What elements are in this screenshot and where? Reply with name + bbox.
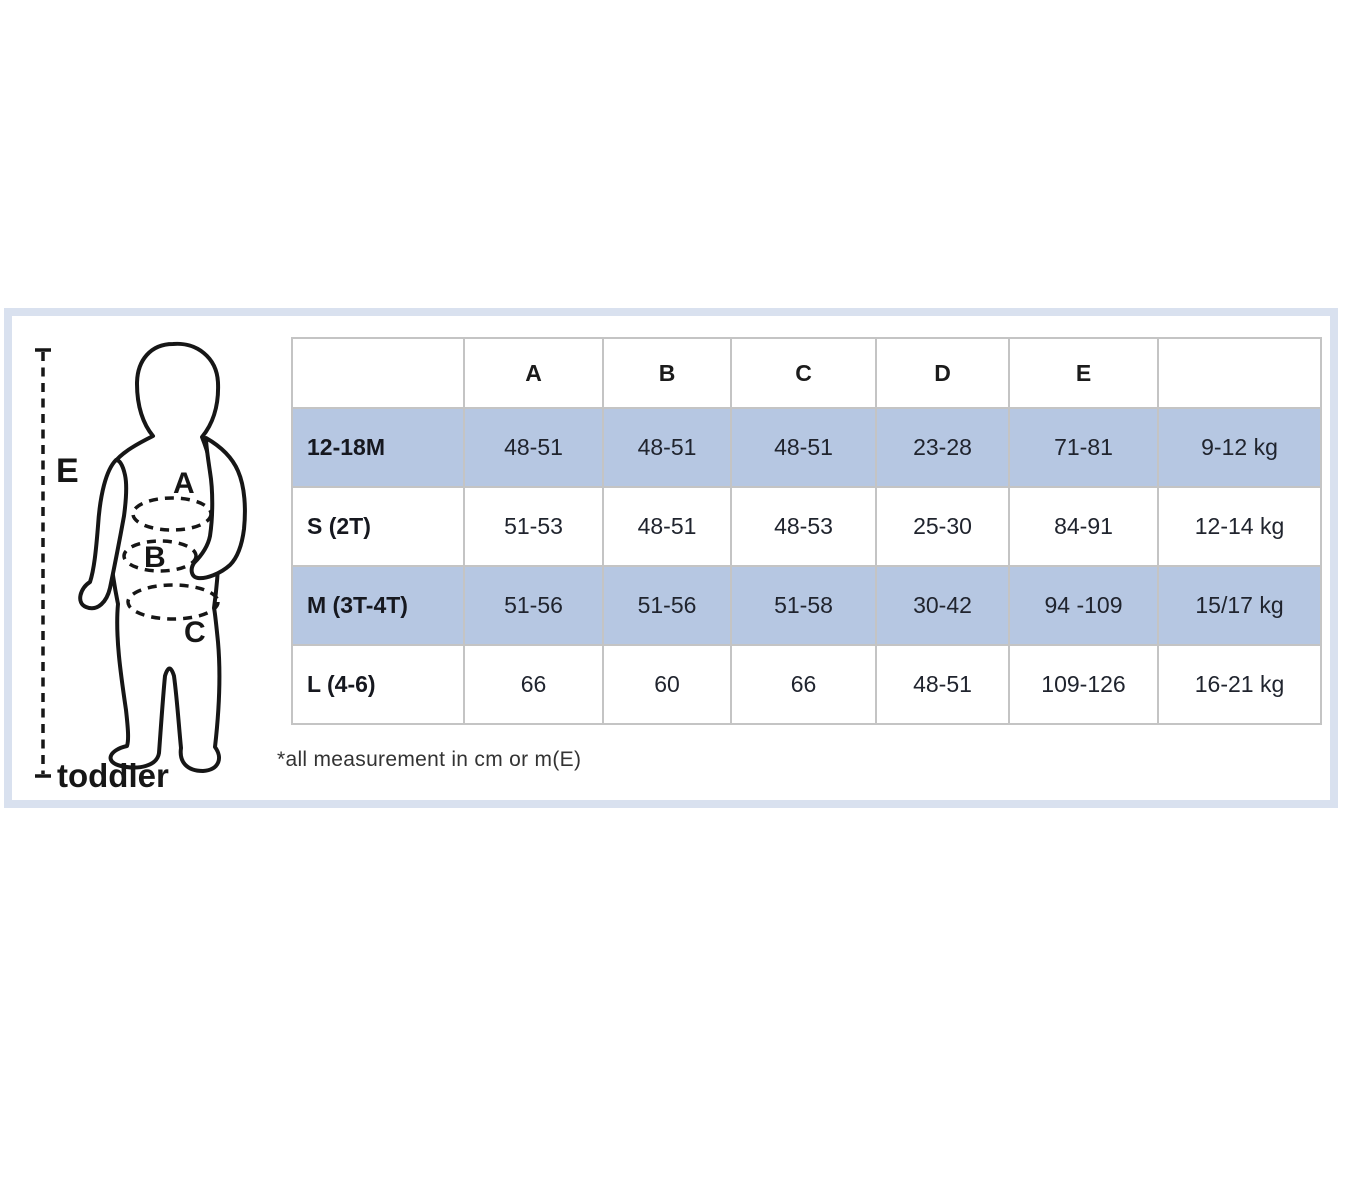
waist-measure-ellipse xyxy=(122,539,198,573)
value-cell: 25-30 xyxy=(875,486,1010,567)
value-cell: 48-51 xyxy=(463,407,604,488)
measurement-footnote: *all measurement in cm or m(E) xyxy=(277,748,582,771)
value-cell: 51-53 xyxy=(463,486,604,567)
header-cell-C: C xyxy=(730,337,877,409)
value-cell-weight: 15/17 kg xyxy=(1157,565,1322,646)
toddler-right-arm xyxy=(189,436,247,581)
height-measure-line xyxy=(35,348,51,778)
value-cell-weight: 12-14 kg xyxy=(1157,486,1322,567)
toddler-measurement-diagram: E A B C toddler xyxy=(35,341,247,794)
value-cell: 71-81 xyxy=(1008,407,1159,488)
row-label: L (4-6) xyxy=(291,644,465,725)
value-cell: 109-126 xyxy=(1008,644,1159,725)
value-cell: 48-51 xyxy=(730,407,877,488)
label-C: C xyxy=(184,616,206,649)
row-label: S (2T) xyxy=(291,486,465,567)
value-cell: 30-42 xyxy=(875,565,1010,646)
label-E: E xyxy=(56,452,79,490)
header-cell-E: E xyxy=(1008,337,1159,409)
value-cell: 66 xyxy=(730,644,877,725)
size-table: A B C D E 12-18M 48-51 48-51 48-51 23-28… xyxy=(291,337,1322,725)
header-cell-A: A xyxy=(463,337,604,409)
table-row-s-2t: S (2T) 51-53 48-51 48-53 25-30 84-91 12-… xyxy=(291,486,1322,567)
value-cell: 48-51 xyxy=(602,407,732,488)
value-cell: 60 xyxy=(602,644,732,725)
row-label: M (3T-4T) xyxy=(291,565,465,646)
header-cell-B: B xyxy=(602,337,732,409)
value-cell-weight: 9-12 kg xyxy=(1157,407,1322,488)
row-label: 12-18M xyxy=(291,407,465,488)
value-cell: 94 -109 xyxy=(1008,565,1159,646)
value-cell: 51-58 xyxy=(730,565,877,646)
label-B: B xyxy=(144,541,166,574)
table-row-12-18m: 12-18M 48-51 48-51 48-51 23-28 71-81 9-1… xyxy=(291,407,1322,488)
value-cell: 48-53 xyxy=(730,486,877,567)
label-A: A xyxy=(173,467,195,500)
value-cell: 48-51 xyxy=(875,644,1010,725)
toddler-left-arm xyxy=(78,458,129,611)
header-cell-D: D xyxy=(875,337,1010,409)
value-cell: 51-56 xyxy=(463,565,604,646)
table-row-l-4-6: L (4-6) 66 60 66 48-51 109-126 16-21 kg xyxy=(291,644,1322,725)
hips-measure-ellipse xyxy=(126,583,220,621)
value-cell: 51-56 xyxy=(602,565,732,646)
header-cell-weight xyxy=(1157,337,1322,409)
header-cell-blank xyxy=(291,337,465,409)
chest-measure-ellipse xyxy=(131,496,213,532)
value-cell: 66 xyxy=(463,644,604,725)
value-cell: 23-28 xyxy=(875,407,1010,488)
toddler-caption: toddler xyxy=(57,757,169,794)
value-cell-weight: 16-21 kg xyxy=(1157,644,1322,725)
value-cell: 48-51 xyxy=(602,486,732,567)
table-header-row: A B C D E xyxy=(291,337,1322,409)
table-row-m-3t-4t: M (3T-4T) 51-56 51-56 51-58 30-42 94 -10… xyxy=(291,565,1322,646)
value-cell: 84-91 xyxy=(1008,486,1159,567)
